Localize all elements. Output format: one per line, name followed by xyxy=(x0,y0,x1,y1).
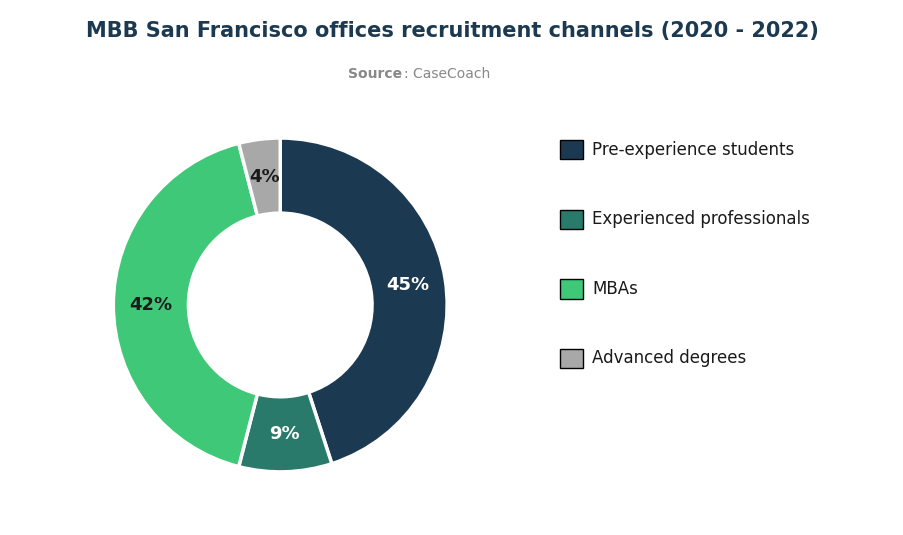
Text: 9%: 9% xyxy=(269,425,299,444)
Text: Experienced professionals: Experienced professionals xyxy=(591,210,809,228)
Text: : CaseCoach: : CaseCoach xyxy=(404,67,489,81)
Text: Pre-experience students: Pre-experience students xyxy=(591,141,794,159)
Wedge shape xyxy=(238,392,331,472)
Text: 42%: 42% xyxy=(129,296,172,314)
Wedge shape xyxy=(238,138,280,216)
Text: 45%: 45% xyxy=(386,276,429,294)
Text: Advanced degrees: Advanced degrees xyxy=(591,349,746,368)
Text: Source: Source xyxy=(348,67,402,81)
Text: MBB San Francisco offices recruitment channels (2020 - 2022): MBB San Francisco offices recruitment ch… xyxy=(86,21,817,41)
Wedge shape xyxy=(280,138,447,464)
Text: 4%: 4% xyxy=(248,167,279,186)
Wedge shape xyxy=(113,143,257,467)
Text: MBAs: MBAs xyxy=(591,280,638,298)
